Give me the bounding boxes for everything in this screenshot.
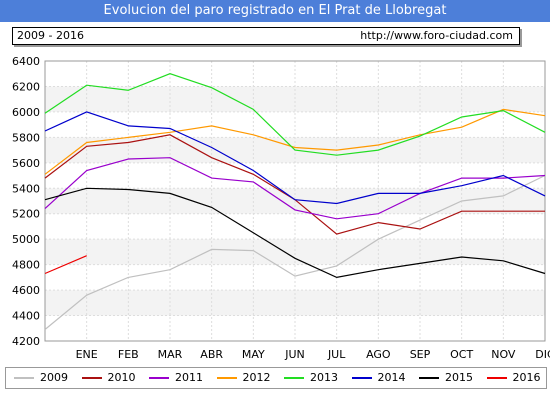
series-line-2016 — [44, 255, 87, 275]
series-line-2013 — [44, 73, 546, 156]
year-range: 2009 - 2016 — [17, 29, 84, 42]
y-tick-label: 5200 — [12, 208, 40, 221]
legend-label: 2009 — [40, 371, 68, 384]
info-box: 2009 - 2016 http://www.foro-ciudad.com — [12, 27, 520, 45]
legend-label: 2010 — [107, 371, 136, 384]
y-tick-label: 4200 — [12, 335, 40, 348]
site-url: http://www.foro-ciudad.com — [360, 29, 513, 42]
x-tick-label: OCT — [450, 348, 473, 361]
x-tick-label: DIC — [535, 348, 550, 361]
plot-frame — [44, 60, 546, 342]
legend-label: 2016 — [512, 371, 541, 384]
x-tick-label: JUN — [284, 348, 305, 361]
y-tick-label: 4400 — [12, 310, 40, 323]
series-line-2014 — [44, 111, 546, 205]
legend-swatch — [419, 377, 439, 379]
x-tick-label: MAR — [158, 348, 183, 361]
grid-band — [45, 162, 545, 189]
legend: 2009 2010 2011 2012 2013 2014 2015 2016 — [5, 367, 547, 389]
series-lines — [44, 73, 546, 330]
legend-swatch — [216, 377, 237, 379]
legend-label: 2014 — [377, 371, 406, 384]
grid-band — [45, 315, 545, 341]
legend-swatch — [284, 377, 304, 379]
y-axis: 4200 4400 4600 4800 5000 5200 5400 5600 5800 6000… — [12, 55, 40, 348]
legend-swatch — [14, 377, 34, 379]
legend-swatch — [351, 377, 372, 379]
y-tick-label: 4600 — [12, 284, 40, 297]
grid-band — [45, 239, 545, 265]
x-tick-label: FEB — [118, 348, 139, 361]
legend-label: 2013 — [310, 371, 338, 384]
series-line-2009 — [44, 174, 546, 330]
x-tick-label: AGO — [366, 348, 391, 361]
x-tick-label: MAY — [242, 348, 265, 361]
x-tick-label: SEP — [410, 348, 431, 361]
y-tick-label: 5800 — [12, 131, 40, 144]
y-tick-label: 5600 — [12, 157, 40, 170]
x-tick-label: ENE — [76, 348, 98, 361]
x-tick-label: ABR — [200, 348, 223, 361]
y-tick-label: 6000 — [12, 106, 40, 119]
legend-label: 2011 — [175, 371, 203, 384]
chart-title: Evolucion del paro registrado en El Prat… — [0, 0, 550, 22]
legend-swatch — [486, 377, 507, 379]
legend-label: 2012 — [242, 371, 271, 384]
legend-label: 2015 — [445, 371, 473, 384]
y-tick-label: 5000 — [12, 233, 40, 246]
x-axis: ENE FEB MAR ABR MAY JUN JUL AGO SEP OCT NOV DIC — [76, 348, 550, 361]
y-tick-label: 6400 — [12, 55, 40, 68]
legend-swatch — [81, 377, 102, 379]
y-tick-label: 4800 — [12, 259, 40, 272]
x-tick-label: JUL — [327, 348, 346, 361]
series-line-2012 — [44, 108, 546, 175]
series-line-2011 — [44, 157, 546, 220]
y-tick-label: 5400 — [12, 182, 40, 195]
legend-swatch — [149, 377, 169, 379]
y-tick-label: 6200 — [12, 80, 40, 93]
x-tick-label: NOV — [491, 348, 516, 361]
series-line-2015 — [44, 187, 546, 279]
